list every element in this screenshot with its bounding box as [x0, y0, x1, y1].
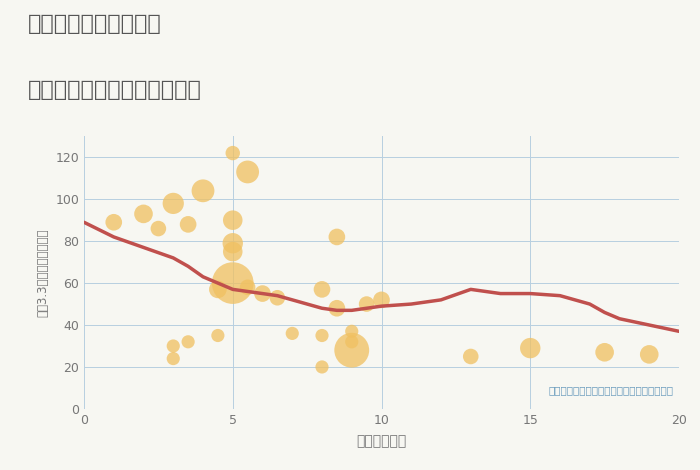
Point: [465, 352, 476, 360]
Point: [212, 286, 223, 293]
Point: [346, 338, 357, 345]
Point: [242, 283, 253, 291]
Point: [227, 240, 238, 247]
Point: [272, 294, 283, 302]
Y-axis label: 坪（3.3㎡）単価（万円）: 坪（3.3㎡）単価（万円）: [36, 228, 50, 317]
Text: 円の大きさは、取引のあった物件面積を示す: 円の大きさは、取引のあった物件面積を示す: [548, 385, 673, 395]
Point: [346, 328, 357, 335]
Point: [138, 210, 149, 218]
Point: [242, 168, 253, 176]
Point: [153, 225, 164, 232]
Point: [331, 233, 342, 241]
Point: [183, 338, 194, 345]
Point: [168, 200, 179, 207]
Point: [212, 332, 223, 339]
Point: [316, 286, 328, 293]
Point: [316, 332, 328, 339]
Point: [168, 342, 179, 350]
Point: [525, 345, 536, 352]
Point: [197, 187, 209, 195]
Point: [257, 290, 268, 298]
Point: [361, 300, 372, 308]
Point: [287, 329, 298, 337]
Point: [183, 220, 194, 228]
Point: [644, 351, 655, 358]
Point: [316, 363, 328, 371]
Point: [227, 216, 238, 224]
Point: [227, 279, 238, 287]
Point: [331, 305, 342, 312]
Point: [227, 149, 238, 157]
Point: [346, 346, 357, 354]
Point: [227, 248, 238, 255]
Point: [168, 355, 179, 362]
Point: [599, 349, 610, 356]
Text: 駅距離別中古マンション価格: 駅距離別中古マンション価格: [28, 80, 202, 100]
Text: 奈良県橿原市久米町の: 奈良県橿原市久米町の: [28, 14, 162, 34]
Point: [376, 296, 387, 304]
Point: [108, 219, 119, 226]
X-axis label: 駅距離（分）: 駅距離（分）: [356, 434, 407, 448]
